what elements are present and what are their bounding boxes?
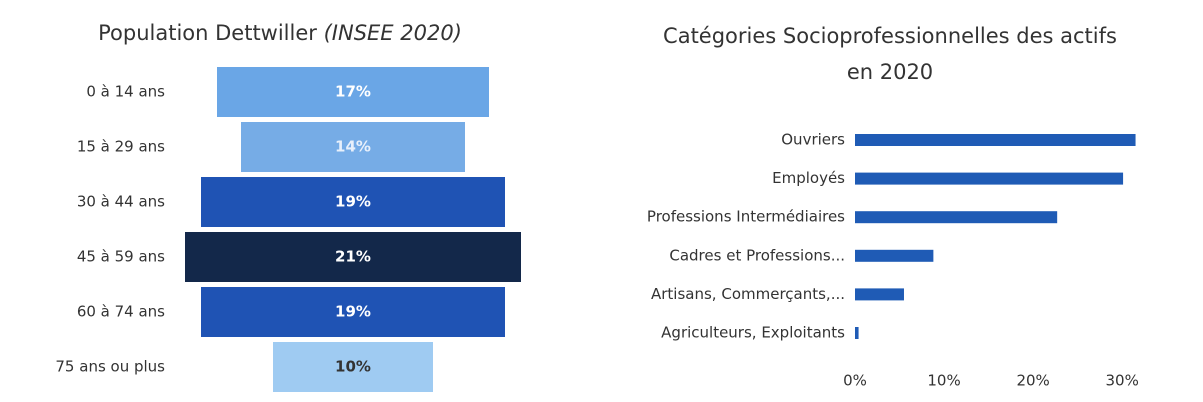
bar	[855, 172, 1124, 185]
bar	[855, 134, 1136, 146]
value-label: 14%	[335, 138, 371, 156]
category-label: 45 à 59 ans	[77, 248, 165, 266]
bar	[855, 327, 859, 339]
bar	[855, 249, 934, 262]
x-tick-label: 10%	[927, 372, 960, 390]
x-tick-label: 20%	[1016, 372, 1049, 390]
value-label: 21%	[335, 248, 371, 266]
bar	[201, 177, 505, 227]
bar	[273, 342, 433, 392]
value-label: 19%	[335, 193, 371, 211]
category-label: Professions Intermédiaires	[647, 208, 845, 226]
category-label: Cadres et Professions...	[669, 246, 845, 264]
bar	[241, 122, 465, 172]
source: (INSEE 2020)	[324, 21, 462, 45]
title: Population Dettwiller	[98, 21, 317, 45]
bar	[201, 287, 505, 337]
bar	[217, 67, 489, 117]
chart-title: Population Dettwiller (INSEE 2020)	[98, 21, 462, 45]
category-label: Employés	[772, 169, 845, 187]
value-label: 10%	[335, 358, 371, 376]
bar	[855, 211, 1058, 224]
bar	[855, 288, 904, 301]
category-label: 75 ans ou plus	[55, 358, 165, 376]
bar	[185, 232, 521, 282]
category-label: 30 à 44 ans	[77, 193, 165, 211]
chart-title: Catégories Socioprofessionnelles des act…	[663, 24, 1117, 84]
category-label: Agriculteurs, Exploitants	[661, 324, 845, 342]
category-label: 0 à 14 ans	[86, 83, 165, 101]
category-label: Artisans, Commerçants,...	[651, 285, 845, 303]
x-tick-label: 0%	[843, 372, 867, 390]
category-label: 15 à 29 ans	[77, 138, 165, 156]
category-label: 60 à 74 ans	[77, 303, 165, 321]
category-label: Ouvriers	[781, 131, 845, 149]
value-label: 17%	[335, 83, 371, 101]
value-label: 19%	[335, 303, 371, 321]
x-tick-label: 30%	[1106, 372, 1139, 390]
